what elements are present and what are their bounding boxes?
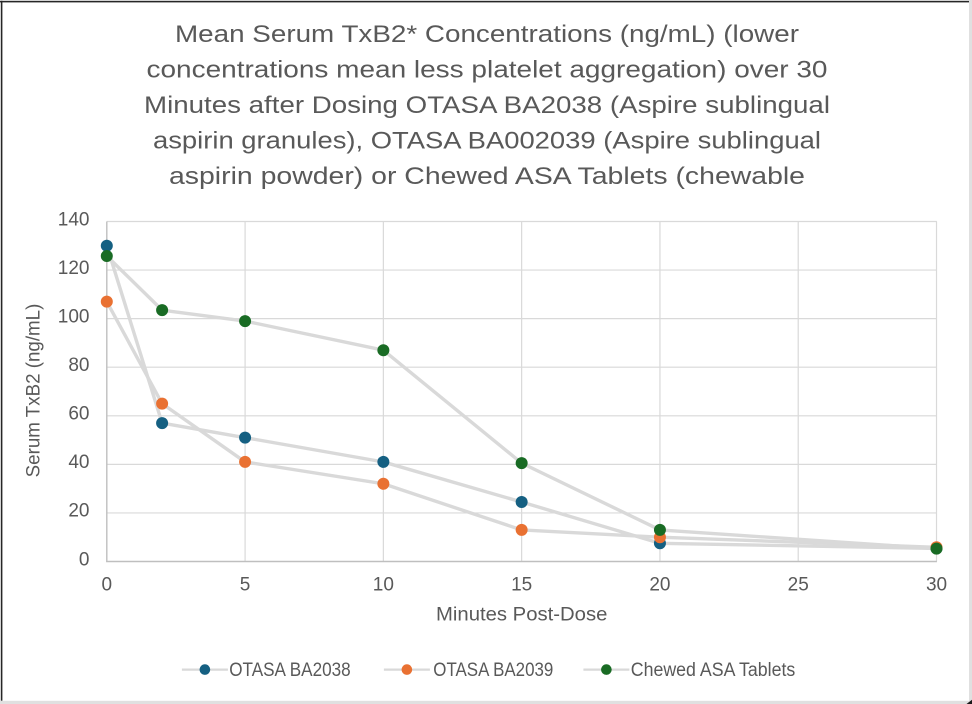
svg-text:Mean Serum TxB2* Concentration: Mean Serum TxB2* Concentrations (ng/mL) … — [175, 21, 799, 48]
svg-text:concentrations mean less plate: concentrations mean less platelet aggreg… — [147, 56, 828, 83]
svg-text:OTASA BA2039: OTASA BA2039 — [433, 660, 553, 681]
svg-text:Chewed ASA Tablets: Chewed ASA Tablets — [631, 660, 796, 681]
svg-text:20: 20 — [68, 501, 89, 522]
svg-text:0: 0 — [79, 549, 90, 570]
svg-text:20: 20 — [649, 575, 670, 596]
svg-text:Minutes after Dosing OTASA BA2: Minutes after Dosing OTASA BA2038 (Aspir… — [144, 92, 830, 119]
svg-text:aspirin granules), OTASA BA002: aspirin granules), OTASA BA002039 (Aspir… — [153, 128, 821, 155]
svg-text:0: 0 — [102, 575, 113, 596]
svg-text:25: 25 — [788, 575, 809, 596]
svg-text:aspirin powder) or Chewed ASA: aspirin powder) or Chewed ASA Tablets (c… — [169, 163, 805, 190]
svg-text:Serum TxB2 (ng/mL): Serum TxB2 (ng/mL) — [24, 304, 45, 478]
svg-text:120: 120 — [58, 258, 90, 279]
svg-text:140: 140 — [58, 209, 90, 230]
svg-text:OTASA BA2038: OTASA BA2038 — [229, 660, 351, 681]
svg-text:80: 80 — [68, 355, 89, 376]
svg-text:5: 5 — [240, 575, 251, 596]
svg-text:60: 60 — [68, 404, 89, 425]
svg-text:40: 40 — [68, 452, 89, 473]
svg-text:100: 100 — [58, 306, 90, 327]
svg-text:30: 30 — [926, 575, 947, 596]
svg-text:15: 15 — [511, 575, 532, 596]
svg-text:Minutes Post-Dose: Minutes Post-Dose — [436, 605, 607, 626]
svg-text:10: 10 — [373, 575, 394, 596]
